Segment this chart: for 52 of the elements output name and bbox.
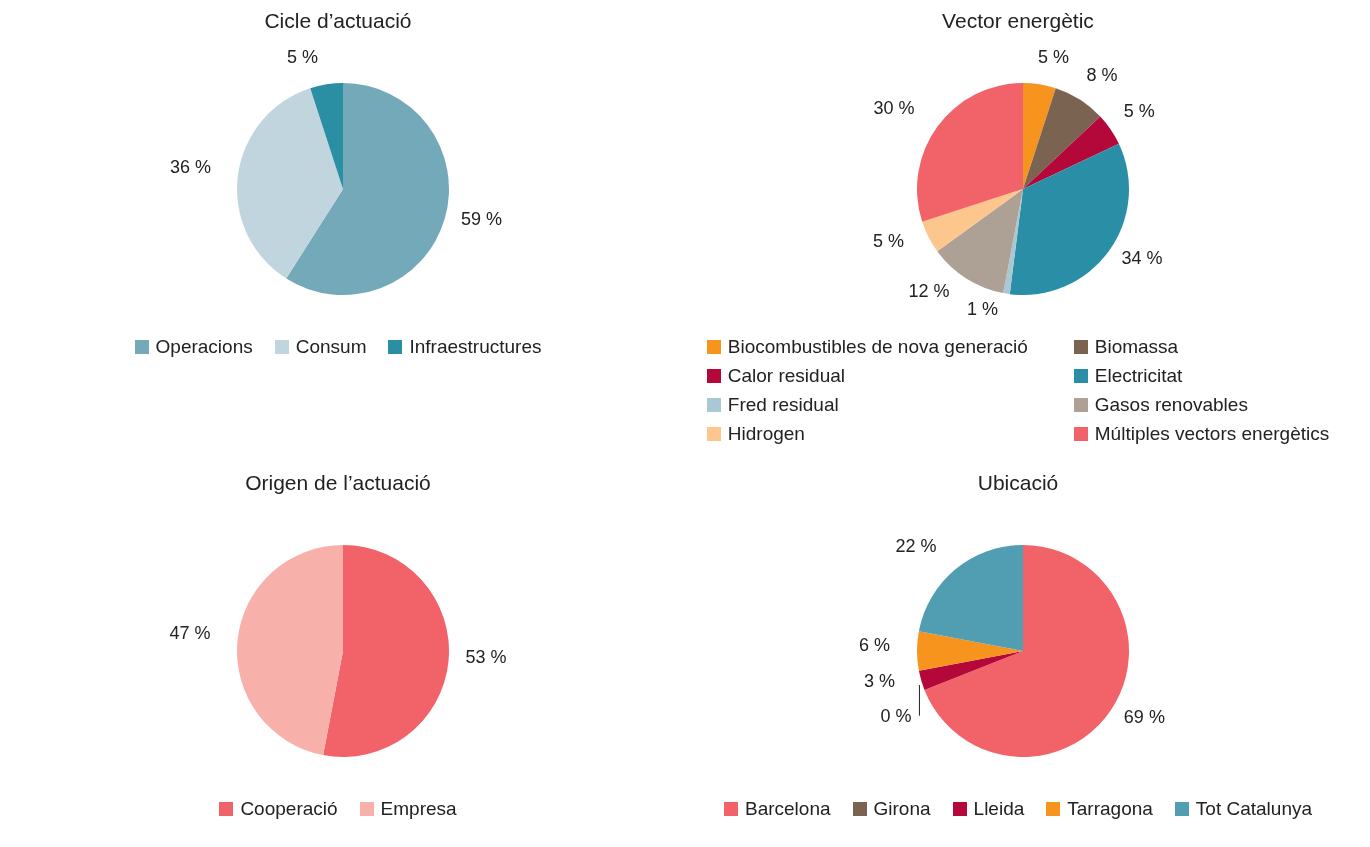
legend-label: Gasos renovables bbox=[1094, 394, 1248, 416]
data-label: 34 % bbox=[1121, 248, 1163, 269]
legend-label: Biocombustibles de nova generació bbox=[727, 336, 1028, 358]
legend-label: Barcelona bbox=[744, 798, 831, 820]
data-label: 22 % bbox=[895, 536, 937, 557]
pie-slice bbox=[237, 88, 343, 279]
legend-label: Biomassa bbox=[1094, 336, 1179, 358]
data-label: 5 % bbox=[872, 231, 904, 252]
legend-label: Tot Catalunya bbox=[1195, 798, 1313, 820]
chart-title: Vector energètic bbox=[941, 8, 1095, 34]
data-label: 5 % bbox=[1123, 101, 1155, 122]
chart-title: Cicle d’actuació bbox=[263, 8, 413, 34]
legend-label: Lleida bbox=[973, 798, 1025, 820]
pie-slice bbox=[1023, 88, 1101, 189]
pie-slice bbox=[922, 189, 1023, 252]
pie-slice bbox=[1023, 116, 1119, 189]
data-label: 30 % bbox=[873, 97, 915, 118]
legend-label: Operacions bbox=[155, 336, 253, 358]
data-label: 6 % bbox=[858, 635, 890, 655]
pie-slice bbox=[917, 83, 1023, 222]
legend-label: Múltiples vectors energètics bbox=[1094, 423, 1330, 445]
data-label: 5 % bbox=[286, 46, 318, 67]
legend-label: Calor residual bbox=[727, 365, 846, 387]
legend-label: Girona bbox=[873, 798, 931, 820]
pie-slice bbox=[918, 651, 1023, 691]
pie-slice bbox=[237, 545, 343, 756]
pie-slice bbox=[286, 83, 449, 295]
data-label: 5 % bbox=[1038, 46, 1070, 67]
data-label: 8 % bbox=[1086, 64, 1118, 85]
pie-slice bbox=[310, 83, 343, 189]
chart-title: Origen de l’actuació bbox=[244, 470, 432, 496]
data-label: 53 % bbox=[465, 647, 507, 668]
pie-slice bbox=[917, 631, 1023, 671]
legend-label: Tarragona bbox=[1067, 798, 1153, 820]
data-label: 47 % bbox=[169, 622, 211, 643]
pie-slice bbox=[323, 545, 449, 757]
legend-label: Empresa bbox=[380, 798, 457, 820]
legend-label: Fred residual bbox=[727, 394, 839, 416]
text: 0 % bbox=[880, 705, 912, 726]
data-label: 3 % bbox=[864, 670, 896, 691]
legend-label: Infraestructures bbox=[409, 336, 542, 358]
chart-title: Ubicació bbox=[976, 470, 1060, 496]
data-label: 36 % bbox=[169, 156, 212, 177]
legend-label: Consum bbox=[295, 336, 367, 358]
legend-label: Cooperació bbox=[240, 798, 338, 820]
pie-slice bbox=[1023, 83, 1056, 189]
data-label: 12 % bbox=[908, 281, 950, 302]
data-label: 69 % bbox=[1123, 706, 1165, 727]
data-label: 1 % bbox=[966, 299, 998, 320]
legend-label: Electricitat bbox=[1094, 365, 1183, 387]
legend-label: Hidrogen bbox=[727, 423, 805, 445]
data-label: 59 % bbox=[460, 208, 502, 229]
